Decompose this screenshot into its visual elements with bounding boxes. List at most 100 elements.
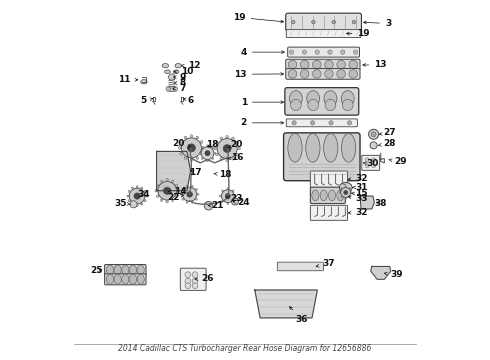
Circle shape (141, 203, 143, 205)
Ellipse shape (343, 99, 353, 111)
Circle shape (181, 138, 201, 158)
Text: 3: 3 (364, 19, 392, 28)
Circle shape (205, 150, 210, 156)
Ellipse shape (337, 60, 345, 69)
Text: 24: 24 (233, 198, 250, 207)
Circle shape (134, 193, 140, 199)
Ellipse shape (168, 86, 176, 91)
Circle shape (196, 136, 198, 139)
Ellipse shape (341, 91, 354, 107)
Text: 30: 30 (364, 159, 379, 168)
Ellipse shape (173, 70, 179, 73)
Ellipse shape (106, 265, 114, 275)
Circle shape (368, 129, 379, 139)
Circle shape (196, 157, 198, 159)
Ellipse shape (323, 134, 338, 162)
FancyBboxPatch shape (286, 119, 357, 127)
Circle shape (192, 278, 198, 284)
Text: 37: 37 (316, 260, 336, 269)
Circle shape (329, 121, 333, 125)
Ellipse shape (306, 134, 320, 162)
Circle shape (192, 272, 198, 278)
Circle shape (175, 195, 178, 197)
Text: 4: 4 (241, 48, 284, 57)
Ellipse shape (106, 274, 114, 284)
Text: 27: 27 (379, 129, 396, 138)
Text: 15: 15 (352, 189, 368, 198)
Circle shape (191, 185, 193, 187)
Text: 22: 22 (168, 193, 184, 202)
Circle shape (200, 141, 203, 143)
Circle shape (158, 181, 176, 200)
Circle shape (221, 190, 234, 203)
Ellipse shape (308, 99, 319, 111)
Ellipse shape (328, 190, 336, 201)
Ellipse shape (307, 91, 319, 107)
FancyBboxPatch shape (104, 265, 146, 275)
Circle shape (221, 190, 223, 192)
Circle shape (332, 20, 336, 24)
Circle shape (339, 192, 341, 193)
Circle shape (349, 188, 350, 189)
Circle shape (131, 203, 133, 205)
Circle shape (172, 199, 174, 201)
Text: 16: 16 (228, 153, 244, 162)
Text: 19: 19 (233, 13, 284, 23)
Ellipse shape (320, 190, 327, 201)
Circle shape (128, 200, 130, 202)
Circle shape (172, 180, 174, 183)
Text: 14: 14 (169, 187, 187, 196)
Ellipse shape (288, 60, 297, 69)
Circle shape (290, 50, 294, 54)
Circle shape (220, 157, 222, 160)
Circle shape (226, 135, 228, 138)
Circle shape (166, 179, 169, 181)
Ellipse shape (114, 274, 121, 284)
FancyBboxPatch shape (286, 30, 361, 37)
Text: 11: 11 (118, 75, 138, 84)
Circle shape (302, 50, 307, 54)
Text: 10: 10 (174, 67, 193, 76)
Circle shape (347, 121, 352, 125)
Circle shape (371, 132, 376, 137)
Circle shape (220, 137, 222, 140)
FancyBboxPatch shape (104, 274, 146, 285)
Circle shape (217, 139, 237, 158)
Circle shape (180, 193, 182, 195)
Circle shape (214, 147, 217, 150)
FancyBboxPatch shape (362, 156, 380, 170)
Circle shape (227, 188, 229, 189)
Circle shape (216, 141, 218, 144)
Text: 18: 18 (214, 170, 232, 179)
Text: 31: 31 (352, 183, 368, 192)
Ellipse shape (349, 60, 358, 69)
Text: 12: 12 (181, 61, 200, 70)
Circle shape (345, 186, 346, 187)
Ellipse shape (166, 86, 171, 91)
Text: 18: 18 (206, 140, 219, 149)
Circle shape (214, 152, 216, 154)
Circle shape (351, 192, 352, 193)
Circle shape (160, 180, 163, 183)
Ellipse shape (122, 274, 129, 284)
Circle shape (136, 204, 138, 206)
Circle shape (371, 163, 376, 168)
Ellipse shape (137, 274, 144, 284)
Circle shape (160, 199, 163, 201)
Circle shape (232, 201, 234, 202)
FancyBboxPatch shape (286, 68, 360, 79)
Circle shape (185, 283, 191, 289)
FancyBboxPatch shape (277, 262, 323, 271)
Circle shape (341, 188, 351, 198)
Polygon shape (157, 152, 191, 191)
Circle shape (204, 202, 213, 210)
Text: 36: 36 (290, 307, 308, 324)
Circle shape (184, 157, 187, 159)
Circle shape (186, 201, 188, 203)
Circle shape (220, 195, 221, 197)
Circle shape (190, 158, 193, 161)
Circle shape (144, 190, 146, 193)
FancyBboxPatch shape (284, 133, 360, 181)
Circle shape (341, 50, 345, 54)
Ellipse shape (342, 134, 356, 162)
